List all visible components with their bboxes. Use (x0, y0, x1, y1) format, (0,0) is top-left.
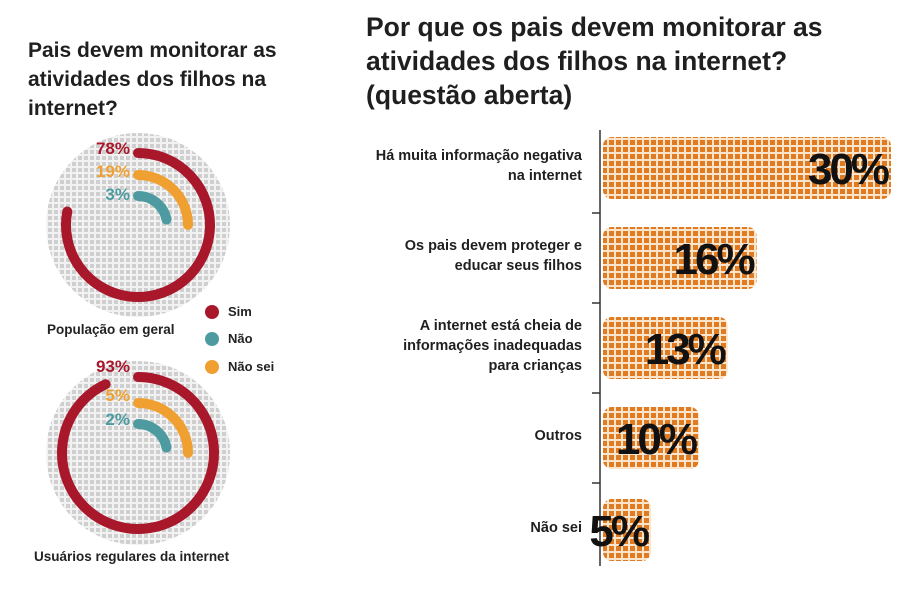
ring-value-label-sim: 78% (96, 139, 130, 158)
legend-label-sim: Sim (228, 304, 252, 319)
bar-2 (603, 317, 728, 379)
legend-item-sim: Sim (205, 304, 252, 319)
bar-1 (603, 227, 757, 289)
bar-4 (603, 499, 651, 561)
bar-category-line: Não sei (530, 520, 582, 536)
ring-value-label-sim: 93% (96, 357, 130, 376)
ring-caption-general: População em geral (47, 322, 175, 337)
bar-category-line: para crianças (488, 358, 582, 374)
bar-category-label-3: Outros (534, 426, 582, 446)
ring-value-label-não: 3% (105, 185, 130, 204)
bar-category-line: A internet está cheia de (419, 318, 582, 334)
ring-caption-users: Usuários regulares da internet (34, 549, 230, 564)
legend-label-nao: Não (228, 331, 253, 346)
ring-value-label-não-sei: 19% (96, 162, 130, 181)
left-chart-title: Pais devem monitorar as atividades dos f… (28, 39, 277, 120)
bar-value-label-1: 16% (674, 235, 755, 284)
bar-value-label-4: 5% (589, 507, 648, 556)
bar-category-label-0: Há muita informação negativa na internet (376, 146, 582, 186)
ring-value-label-não: 2% (105, 410, 130, 429)
ring-arc-não (133, 419, 172, 453)
bar-category-label-4: Não sei (530, 518, 582, 538)
legend-swatch-nao-sei (205, 359, 219, 374)
bar-category-line: na internet (507, 168, 582, 184)
ring-arc-não-sei (133, 170, 193, 230)
ring-value-label-não-sei: 5% (105, 386, 130, 405)
bar-category-line: educar seus filhos (454, 258, 582, 274)
bar-category-line: Os pais devem proteger e (404, 238, 582, 254)
bar-value-label-2: 13% (645, 325, 726, 374)
bar-category-line: Há muita informação negativa (375, 148, 582, 164)
legend-label-nao-sei: Não sei (228, 359, 275, 374)
ring-arc-sim (61, 148, 215, 302)
bar-category-label-2: A internet está cheia de informações inad… (403, 316, 582, 376)
right-chart-title: Por que os pais devem monitorar as ativi… (366, 12, 823, 110)
legend-item-nao: Não (205, 331, 253, 346)
bar-category-line: informações inadequadas (403, 338, 582, 354)
bar-category-label-1: Os pais devem proteger e educar seus filh… (405, 236, 582, 276)
bar-category-line: Outros (534, 428, 582, 444)
ring-background-1 (46, 361, 230, 545)
ring-arc-não-sei (133, 398, 193, 458)
bar-value-label-0: 30% (808, 145, 889, 194)
legend-swatch-nao (205, 331, 219, 346)
bar-3 (603, 407, 699, 469)
ring-background-0 (46, 133, 230, 317)
ring-arc-não (133, 191, 172, 225)
legend-swatch-sim (205, 304, 219, 319)
ring-arc-sim (57, 372, 219, 534)
bar-value-label-3: 10% (616, 415, 697, 464)
legend-item-nao-sei: Não sei (205, 359, 274, 374)
bar-0 (603, 137, 891, 199)
